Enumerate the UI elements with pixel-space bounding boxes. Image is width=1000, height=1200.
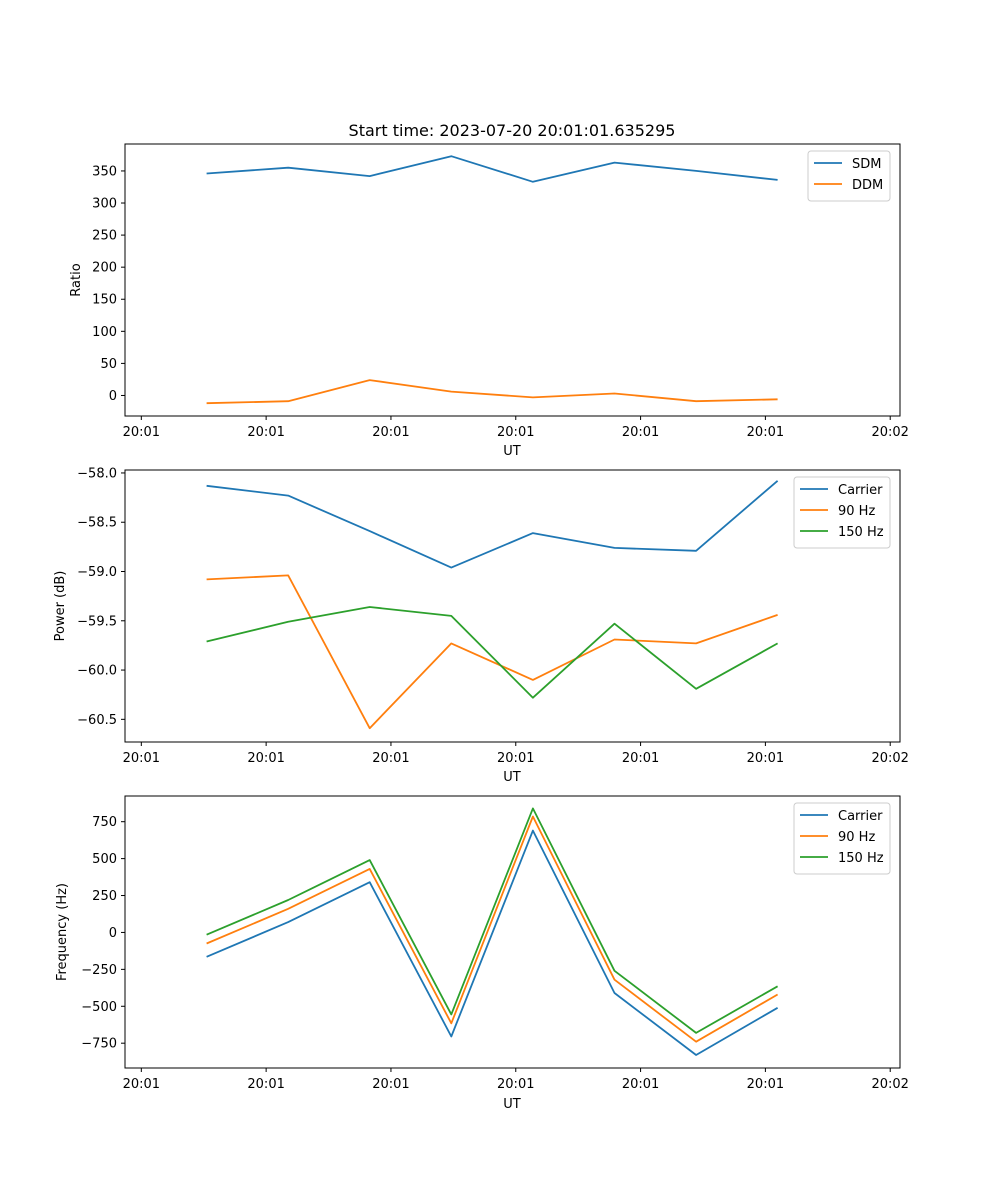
x-axis-label: UT: [503, 1097, 521, 1112]
y-axis-label: Power (dB): [53, 571, 68, 642]
power-plot-area: 20:01 20:01 20:01 20:01 20:01 20:01 20:02 −58.0…: [77, 466, 909, 766]
series-line-150-hz: [206, 606, 779, 699]
legend-label: 150 Hz: [838, 851, 884, 866]
x-axis-label: UT: [503, 444, 521, 459]
axes-frame: [124, 469, 901, 743]
x-tick-label: 20:01: [372, 751, 409, 766]
x-tick-label: 20:01: [497, 751, 534, 766]
x-tick-label: 20:01: [123, 1077, 160, 1092]
y-tick-label: 150: [92, 293, 117, 308]
y-tick-label: 250: [92, 889, 117, 904]
y-tick-label: 0: [109, 389, 117, 404]
y-tick-label: −500: [81, 1000, 117, 1015]
ratio-plot-area: 20:01 20:01 20:01 20:01 20:01 20:01 20:02 0 50 10…: [92, 143, 909, 440]
series-line-90-hz: [206, 815, 779, 1043]
y-axis-label: Ratio: [69, 263, 84, 296]
x-tick-label: 20:02: [871, 751, 908, 766]
legend: Carrier 90 Hz 150 Hz: [793, 802, 891, 875]
axes-frame: [124, 143, 901, 417]
x-tick-label: 20:01: [622, 751, 659, 766]
y-tick-label: 500: [92, 852, 117, 867]
y-tick-label: −58.0: [77, 466, 117, 481]
x-tick-label: 20:01: [123, 425, 160, 440]
y-tick-label: −58.5: [77, 516, 117, 531]
chart-title: Start time: 2023-07-20 20:01:01.635295: [349, 121, 676, 140]
series-line-ddm: [206, 379, 778, 405]
series-line-150-hz: [206, 807, 779, 1034]
y-tick-label: 100: [92, 325, 117, 340]
series-line-carrier: [206, 480, 779, 569]
series-line-sdm: [206, 155, 778, 183]
legend-label: 150 Hz: [838, 525, 884, 540]
x-tick-label: 20:01: [497, 425, 534, 440]
y-tick-label: 50: [100, 357, 117, 372]
x-tick-label: 20:01: [123, 751, 160, 766]
x-tick-label: 20:01: [497, 1077, 534, 1092]
y-tick-label: −250: [81, 963, 117, 978]
x-tick-label: 20:02: [871, 425, 908, 440]
legend: SDM DDM: [807, 150, 891, 202]
series-line-90-hz: [206, 574, 778, 730]
legend-label: Carrier: [838, 809, 883, 824]
x-tick-label: 20:01: [247, 425, 284, 440]
legend-label: DDM: [852, 178, 883, 193]
legend-label: SDM: [852, 157, 881, 172]
x-tick-label: 20:01: [747, 751, 784, 766]
y-tick-label: 200: [92, 261, 117, 276]
y-tick-label: 250: [92, 229, 117, 244]
x-tick-label: 20:02: [871, 1077, 908, 1092]
y-axis-label: Frequency (Hz): [55, 883, 70, 981]
legend-label: 90 Hz: [838, 830, 875, 845]
y-tick-label: 0: [109, 926, 117, 941]
y-tick-label: 300: [92, 197, 117, 212]
x-tick-label: 20:01: [247, 751, 284, 766]
x-tick-label: 20:01: [622, 425, 659, 440]
x-tick-label: 20:01: [747, 1077, 784, 1092]
legend-label: 90 Hz: [838, 504, 875, 519]
y-tick-label: −750: [81, 1037, 117, 1052]
ratio-panel: Start time: 2023-07-20 20:01:01.635295 2…: [69, 121, 909, 459]
legend-label: Carrier: [838, 483, 883, 498]
x-tick-label: 20:01: [247, 1077, 284, 1092]
x-tick-label: 20:01: [372, 425, 409, 440]
frequency-plot-area: 20:01 20:01 20:01 20:01 20:01 20:01 20:02 750 50…: [81, 795, 909, 1092]
y-tick-label: −59.0: [77, 565, 117, 580]
y-tick-label: 350: [92, 164, 117, 179]
x-tick-label: 20:01: [747, 425, 784, 440]
y-tick-label: −59.5: [77, 614, 117, 629]
x-axis-label: UT: [503, 770, 521, 785]
frequency-panel: 20:01 20:01 20:01 20:01 20:01 20:01 20:02 750 50…: [55, 795, 909, 1112]
series-line-carrier: [206, 829, 779, 1056]
y-tick-label: 750: [92, 815, 117, 830]
x-tick-label: 20:01: [622, 1077, 659, 1092]
x-tick-label: 20:01: [372, 1077, 409, 1092]
y-tick-label: −60.5: [77, 713, 117, 728]
legend: Carrier 90 Hz 150 Hz: [793, 476, 891, 549]
y-tick-label: −60.0: [77, 664, 117, 679]
power-panel: 20:01 20:01 20:01 20:01 20:01 20:01 20:02 −58.0…: [53, 466, 909, 785]
